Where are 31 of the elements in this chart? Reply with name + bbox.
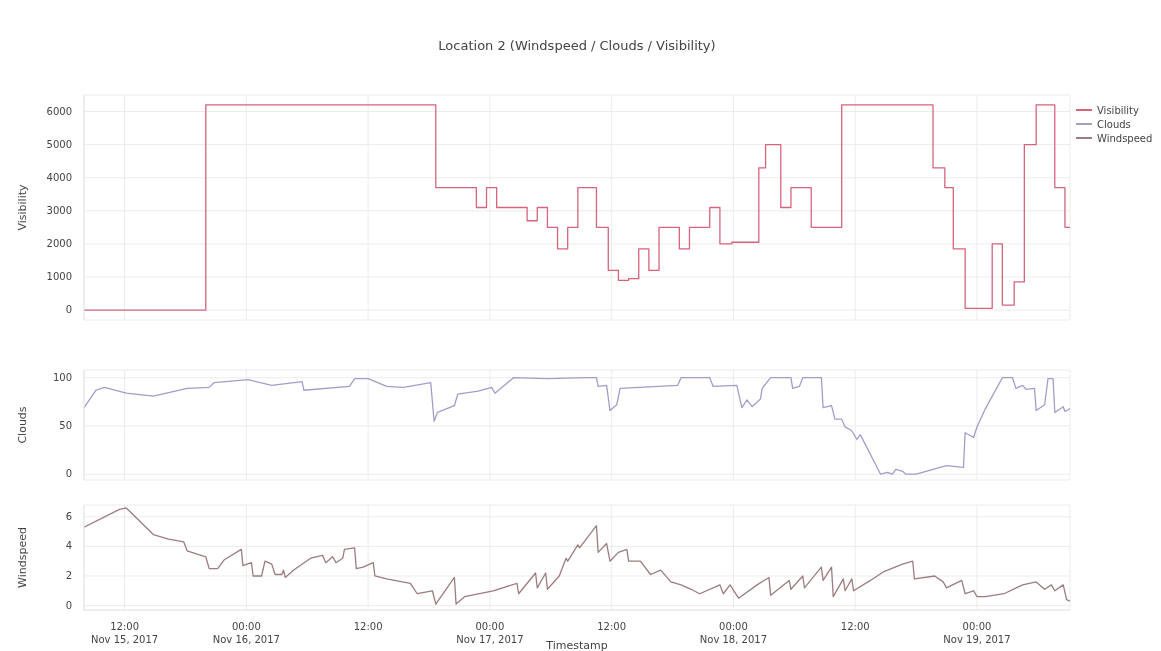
y-tick-label: 6000 [46, 105, 72, 117]
y-tick-label: 4 [65, 540, 72, 552]
x-tick-label: 00:00 Nov 19, 2017 [943, 621, 1011, 645]
line-series [84, 377, 1070, 475]
x-axis-title: Timestamp [546, 639, 608, 651]
chart-title: Location 2 (Windspeed / Clouds / Visibility) [437, 38, 717, 53]
y-tick-label: 2 [65, 569, 72, 581]
x-tick-label: 12:00 [597, 621, 627, 632]
x-tick-label: 00:00 Nov 17, 2017 [456, 621, 524, 645]
legend-label: Clouds [1097, 118, 1131, 130]
y-tick-label: 6 [65, 510, 72, 522]
x-tick-label: 12:00 [353, 621, 383, 632]
x-tick-label: 00:00 Nov 18, 2017 [699, 621, 768, 645]
y-tick-label: 0 [65, 599, 72, 611]
legend-label: Windspeed [1097, 132, 1153, 144]
y-tick-label: 3000 [46, 204, 72, 216]
x-tick-label: 12:00 Nov 15, 2017 [90, 621, 159, 645]
y-tick-label: 2000 [46, 237, 72, 249]
x-tick-label: 12:00 [840, 621, 870, 632]
y-tick-label: 0 [65, 304, 72, 316]
y-axis-title: Windspeed [15, 527, 29, 588]
y-tick-label: 4000 [46, 171, 72, 183]
y-axis-title: Clouds [15, 406, 29, 444]
y-tick-label: 5000 [46, 138, 72, 150]
y-tick-label: 0 [65, 468, 72, 480]
y-tick-label: 100 [52, 371, 72, 383]
y-tick-label: 1000 [46, 270, 72, 282]
legend-label: Visibility [1097, 104, 1139, 116]
y-axis-title: Visibility [15, 183, 29, 231]
y-tick-label: 50 [59, 419, 72, 431]
x-tick-label: 00:00 Nov 16, 2017 [212, 621, 280, 645]
